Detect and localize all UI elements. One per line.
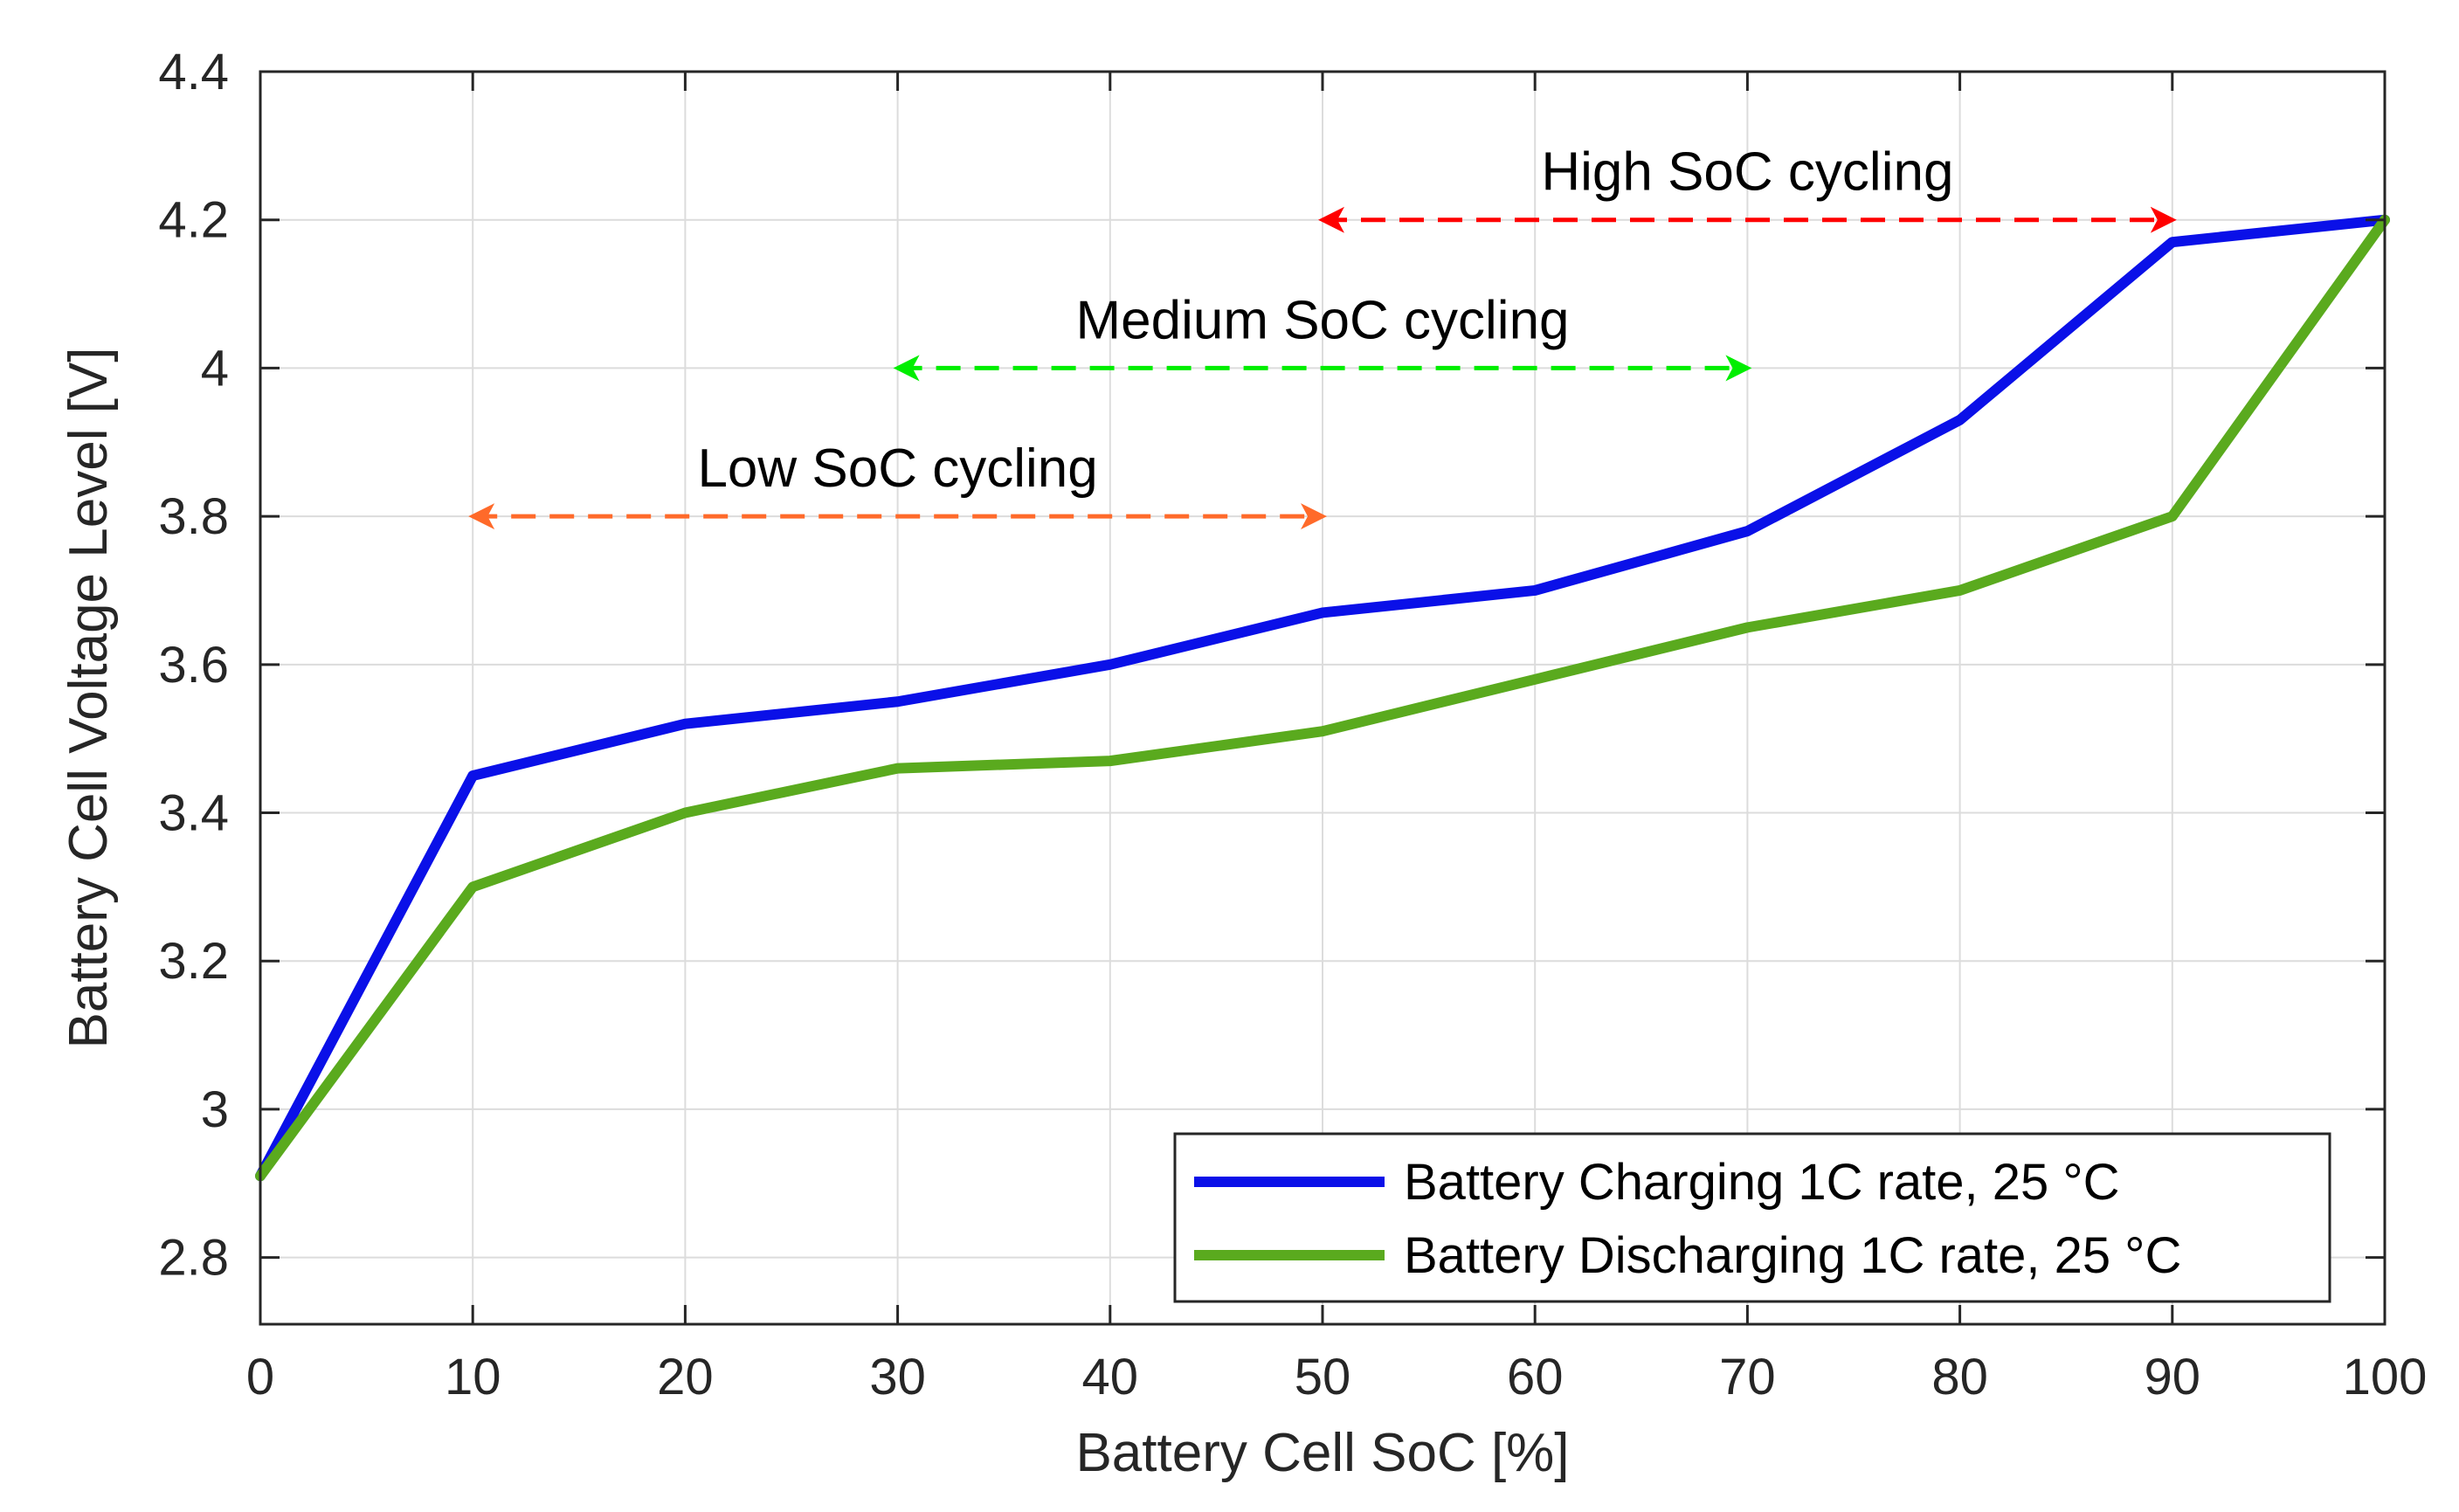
y-tick-label: 4.4 — [158, 44, 229, 100]
x-tick-label: 100 — [2343, 1349, 2428, 1405]
y-tick-label: 3.8 — [158, 488, 229, 545]
legend-charging-label: Battery Charging 1C rate, 25 °C — [1404, 1154, 2119, 1211]
x-tick-label: 20 — [657, 1349, 714, 1405]
x-tick-label: 60 — [1507, 1349, 1564, 1405]
y-tick-label: 4.2 — [158, 192, 229, 249]
legend-discharging-label: Battery Discharging 1C rate, 25 °C — [1404, 1227, 2181, 1284]
y-axis-label: Battery Cell Voltage Level [V] — [59, 347, 119, 1048]
annotations: High SoC cycling Medium SoC cycling Low So… — [468, 142, 2177, 530]
y-tick-label: 2.8 — [158, 1230, 229, 1287]
y-tick-label: 4 — [201, 340, 229, 397]
x-tick-label: 90 — [2145, 1349, 2201, 1405]
annotation-label: Low SoC cycling — [697, 438, 1097, 499]
x-tick-label: 40 — [1082, 1349, 1139, 1405]
charging-series-line — [255, 214, 2390, 1182]
annotation-label: High SoC cycling — [1541, 142, 1953, 203]
y-tick-label: 3.2 — [158, 933, 229, 990]
x-tick-label: 80 — [1931, 1349, 1988, 1405]
y-tick-label: 3 — [201, 1081, 229, 1138]
x-tick-label: 30 — [869, 1349, 926, 1405]
x-tick-label: 10 — [445, 1349, 501, 1405]
x-tick-label: 50 — [1295, 1349, 1351, 1405]
y-tick-label: 3.6 — [158, 637, 229, 694]
x-tick-label: 0 — [246, 1349, 274, 1405]
x-tick-label: 70 — [1719, 1349, 1776, 1405]
legend-box — [1173, 1132, 2331, 1303]
y-tick-label: 3.4 — [158, 785, 229, 842]
axis-ticks: 0 10 20 30 40 50 60 70 80 90 100 2.8 3 3.2 3.4 3.6 3.8 4 4… — [158, 44, 2427, 1405]
x-axis-label: Battery Cell SoC [%] — [1075, 1423, 1569, 1483]
data-series — [255, 214, 2390, 1182]
annotation-label: Medium SoC cycling — [1075, 290, 1569, 350]
legend: Battery Charging 1C rate, 25 °C Battery D… — [1173, 1132, 2331, 1303]
discharging-series-line — [255, 214, 2390, 1182]
